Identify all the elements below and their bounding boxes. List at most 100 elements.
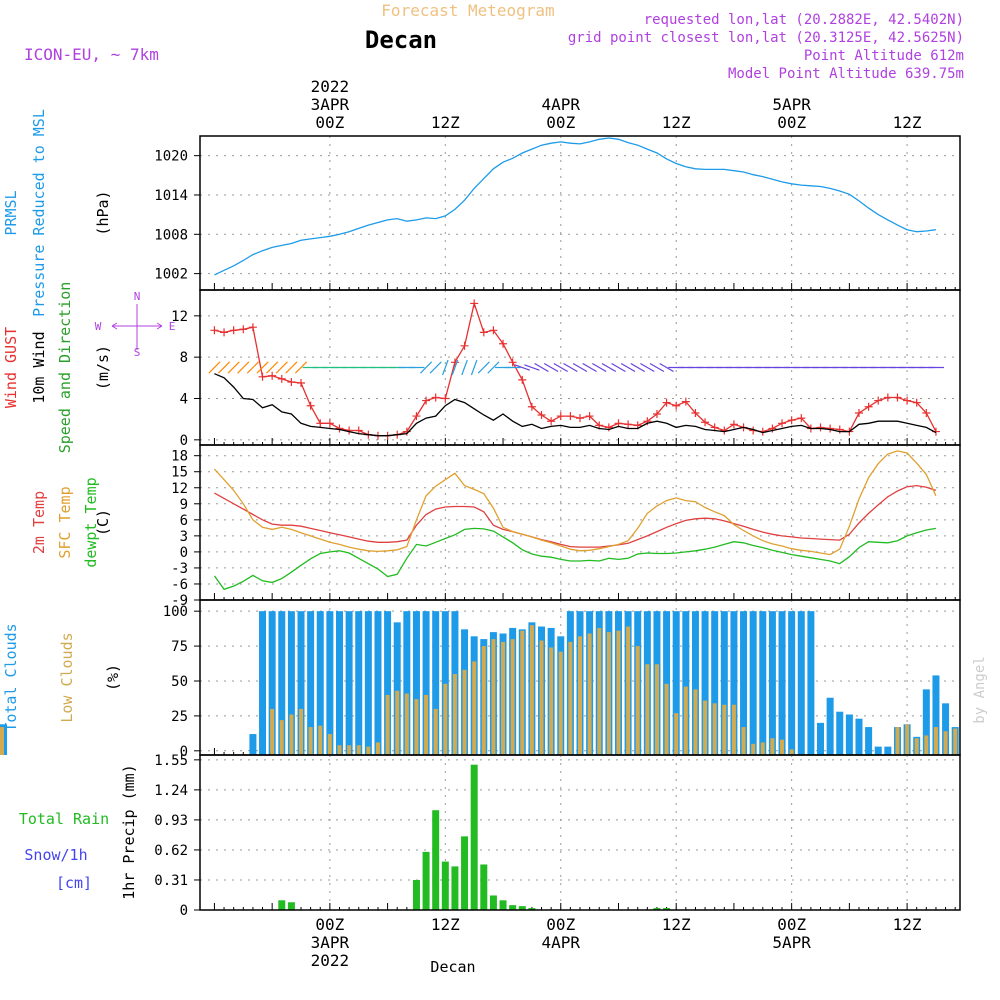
bar-1 (770, 738, 775, 755)
wind-barb (227, 361, 240, 374)
bar-0 (807, 611, 815, 755)
bar-1 (308, 727, 313, 755)
panel-pressure: 1002 1008 1014 1020 PRMSL Pressure Reduced to… (2, 109, 961, 317)
y-tick-label: -6 (171, 577, 188, 593)
time-label-top: 12Z (662, 113, 691, 132)
unit-label: (%) (104, 664, 122, 691)
bar-1 (635, 646, 640, 755)
bar-1 (452, 674, 457, 755)
bar-0 (461, 836, 469, 910)
y-tick-label: 0 (180, 545, 188, 561)
gust-point (527, 402, 536, 411)
gust-point (729, 420, 738, 429)
gust-point (691, 408, 700, 417)
bar-1 (674, 713, 679, 755)
time-label-top: 00Z (315, 113, 344, 132)
compass-n: N (134, 290, 141, 303)
precip-unit-label: 1hr Precip (mm) (120, 764, 138, 899)
compass-e: E (169, 320, 176, 333)
bar-1 (501, 641, 506, 755)
snow-unit-label: [cm] (56, 874, 92, 892)
panel-frame (199, 754, 961, 911)
bar-1 (789, 749, 794, 755)
bar-0 (663, 611, 671, 755)
bar-0 (422, 851, 430, 910)
gust-point (854, 408, 863, 417)
bar-0 (374, 611, 382, 755)
bar-0 (865, 727, 873, 755)
model-point-altitude: Model Point Altitude 639.75m (728, 66, 964, 82)
bar-0 (412, 611, 420, 755)
wind-barb (611, 362, 626, 373)
y-tick-label: 8 (180, 350, 188, 366)
grid-point-coordinates: grid point closest lon,lat (20.3125E, 42… (568, 30, 964, 46)
gust-point (662, 398, 671, 407)
y-tick-label: 1008 (154, 227, 188, 243)
bar-1 (914, 738, 919, 755)
gust-point (912, 398, 921, 407)
wind-barb (461, 359, 468, 376)
gust-point (229, 326, 238, 335)
y-tick-label: 0 (180, 744, 188, 760)
gust-point (297, 379, 306, 387)
bar-1 (693, 689, 698, 755)
bar-0 (384, 611, 392, 755)
bar-1 (731, 704, 736, 755)
bar-0 (287, 902, 295, 910)
gust-point (499, 339, 508, 348)
gust-point (624, 420, 633, 429)
bar-0 (393, 622, 401, 755)
bar-0 (509, 905, 517, 910)
bar-0 (489, 895, 497, 910)
wind-barb (534, 362, 549, 373)
bar-0 (768, 611, 776, 755)
gust-point (287, 377, 296, 386)
bar-0 (730, 611, 738, 755)
wind-barb (208, 361, 221, 374)
unit-label: (m/s) (94, 345, 112, 390)
panel-label: dewpt Temp (82, 477, 100, 567)
bar-0 (326, 611, 334, 755)
y-tick-label: 25 (171, 709, 188, 725)
wind-barb (592, 362, 607, 373)
gust-point (672, 401, 681, 410)
location-name: Decan (365, 26, 437, 54)
wind-barb (572, 362, 588, 373)
gust-point (325, 419, 334, 428)
wind-barb (553, 362, 568, 373)
bar-1 (558, 651, 563, 755)
watermark: by Angel (972, 656, 988, 723)
panel-label: 10m Wind (30, 331, 48, 403)
time-label-top: 00Z (546, 113, 575, 132)
panel-label: Pressure Reduced to MSL (30, 109, 48, 317)
bar-1 (520, 630, 525, 755)
bar-0 (711, 611, 719, 755)
bar-0 (691, 611, 699, 755)
y-tick-label: 100 (163, 604, 188, 620)
gust-point (893, 393, 902, 402)
wind-barb (429, 361, 442, 374)
panel-precipitation: 0 0.31 0.62 0.93 1.24 1.55 Total Rain Snow/1h [c… (19, 753, 961, 919)
y-tick-label: 0 (180, 903, 188, 919)
panel-frame (199, 135, 961, 291)
wind-barb (442, 359, 449, 376)
y-tick-label: 6 (180, 513, 188, 529)
y-tick-label: -3 (171, 561, 188, 577)
compass-arrows (111, 304, 163, 350)
bar-0 (922, 689, 930, 755)
bar-1 (356, 745, 361, 755)
bar-1 (943, 731, 948, 755)
bar-1 (366, 746, 371, 755)
y-tick-label: 4 (180, 392, 188, 408)
bar-0 (817, 722, 825, 755)
panel-label: Low Clouds (58, 632, 76, 722)
time-label-bottom: 12Z (431, 915, 460, 934)
time-label-bottom: 5APR (772, 933, 811, 952)
bar-1 (664, 683, 669, 755)
bar-1 (578, 636, 582, 755)
wind-barb (649, 362, 665, 373)
bar-1 (414, 699, 419, 755)
y-tick-label: -9 (171, 593, 188, 609)
requested-coordinates: requested lon,lat (20.2882E, 42.5402N) (644, 12, 964, 28)
bar-0 (932, 675, 940, 755)
